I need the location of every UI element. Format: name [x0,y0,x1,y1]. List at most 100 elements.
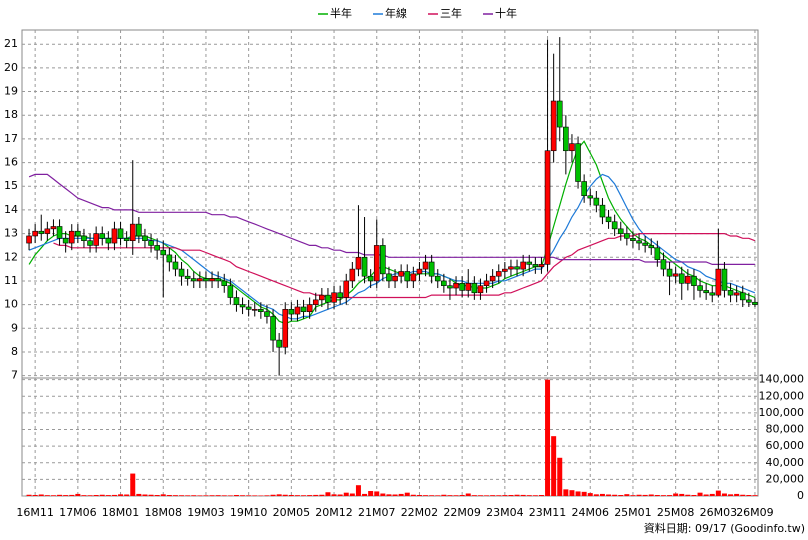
volume-bar [270,494,276,496]
y-tick-label: 11 [4,274,18,287]
volume-bar [636,494,642,496]
candle-body [544,150,551,265]
candle-body [373,245,380,282]
y-tick-label: 14 [4,203,18,216]
candle-body [337,292,343,298]
candle-body [746,299,752,303]
candle-body [721,268,728,291]
candle-body [642,242,648,246]
candle-body [245,306,252,310]
volume-bar [380,493,386,496]
candle-body [367,275,374,282]
candle-body [434,275,441,282]
volume-bar [587,493,593,496]
volume-bar [508,495,514,496]
candle-body [575,143,581,182]
ma-line [53,233,756,299]
x-tick-label: 20M12 [315,506,353,519]
candle-body [62,238,69,244]
volume-bar [642,494,648,496]
y-tick-label: 17 [4,132,18,145]
volume-bar [447,495,453,496]
volume-bar [435,495,441,496]
x-tick-label: 16M11 [16,506,54,519]
candle-body [624,233,630,239]
volume-bar [319,494,325,496]
x-tick-label: 23M04 [486,506,524,519]
volume-bar [240,495,246,496]
legend-label: 年線 [385,6,407,20]
volume-bar [172,495,178,496]
candle-body [398,271,404,277]
ma-line [28,173,755,265]
y2-tick-label: 80,000 [766,423,805,436]
volume-bar [715,490,721,496]
volume-bar [691,495,697,496]
legend-label: 十年 [495,6,517,20]
candle-body [678,273,685,284]
volume-bar [569,490,575,496]
volume-bar [721,493,727,496]
candle-body [520,261,526,270]
candle-body [209,278,215,282]
candle-body [75,230,81,237]
volume-bar [740,494,746,496]
candle-body [99,233,106,239]
volume-bar [331,494,337,496]
y-tick-label: 7 [11,369,18,382]
volume-bar [581,491,587,496]
volume-bar [111,494,117,496]
volume-bar [343,492,349,496]
volume-bar [538,495,544,496]
volume-bar [386,494,392,496]
candle-body [648,245,655,249]
candle-body [459,283,465,291]
volume-bar [734,493,740,496]
volume-bar [50,495,56,496]
candle-body [727,290,734,296]
volume-bar [276,494,282,496]
volume-bar [221,495,227,496]
volume-bar [398,493,404,496]
candle-body [270,316,276,341]
candle-body [288,309,295,315]
candle-body [325,294,331,303]
volume-bar [57,494,63,496]
candle-body [709,292,716,296]
y2-tick-label: 0 [797,489,804,502]
x-tick-label: 26M09 [736,506,774,519]
candle-body [129,223,136,241]
y-tick-label: 16 [4,156,18,169]
x-tick-label: 22M02 [401,506,439,519]
candle-body [160,249,167,256]
volume-bar [148,494,154,496]
candle-body [703,290,709,294]
candle-body [410,273,417,282]
volume-bar [496,495,502,496]
volume-bar [355,485,361,496]
candle-body [81,235,87,241]
volume-bar [374,491,380,496]
y-tick-label: 13 [4,227,18,240]
x-tick-label: 22M09 [443,506,481,519]
volume-bar [654,495,660,496]
volume-bar [551,436,557,496]
volume-bar [264,495,270,496]
plot-frame [21,29,759,497]
candle-body [148,240,154,246]
candle-body [349,268,356,282]
candle-body [654,247,661,260]
volume-bar [685,494,691,496]
candle-body [355,256,362,270]
volume-bar [441,494,447,496]
y2-tick-label: 120,000 [759,389,805,402]
candle-body [636,240,642,244]
candle-body [447,285,453,289]
volume-bar [185,495,191,496]
candle-body [38,230,45,234]
candle-body [56,226,63,239]
volume-bar [191,495,197,496]
candle-body [502,268,508,272]
volume-bar [136,493,142,496]
volume-bar [624,494,630,496]
